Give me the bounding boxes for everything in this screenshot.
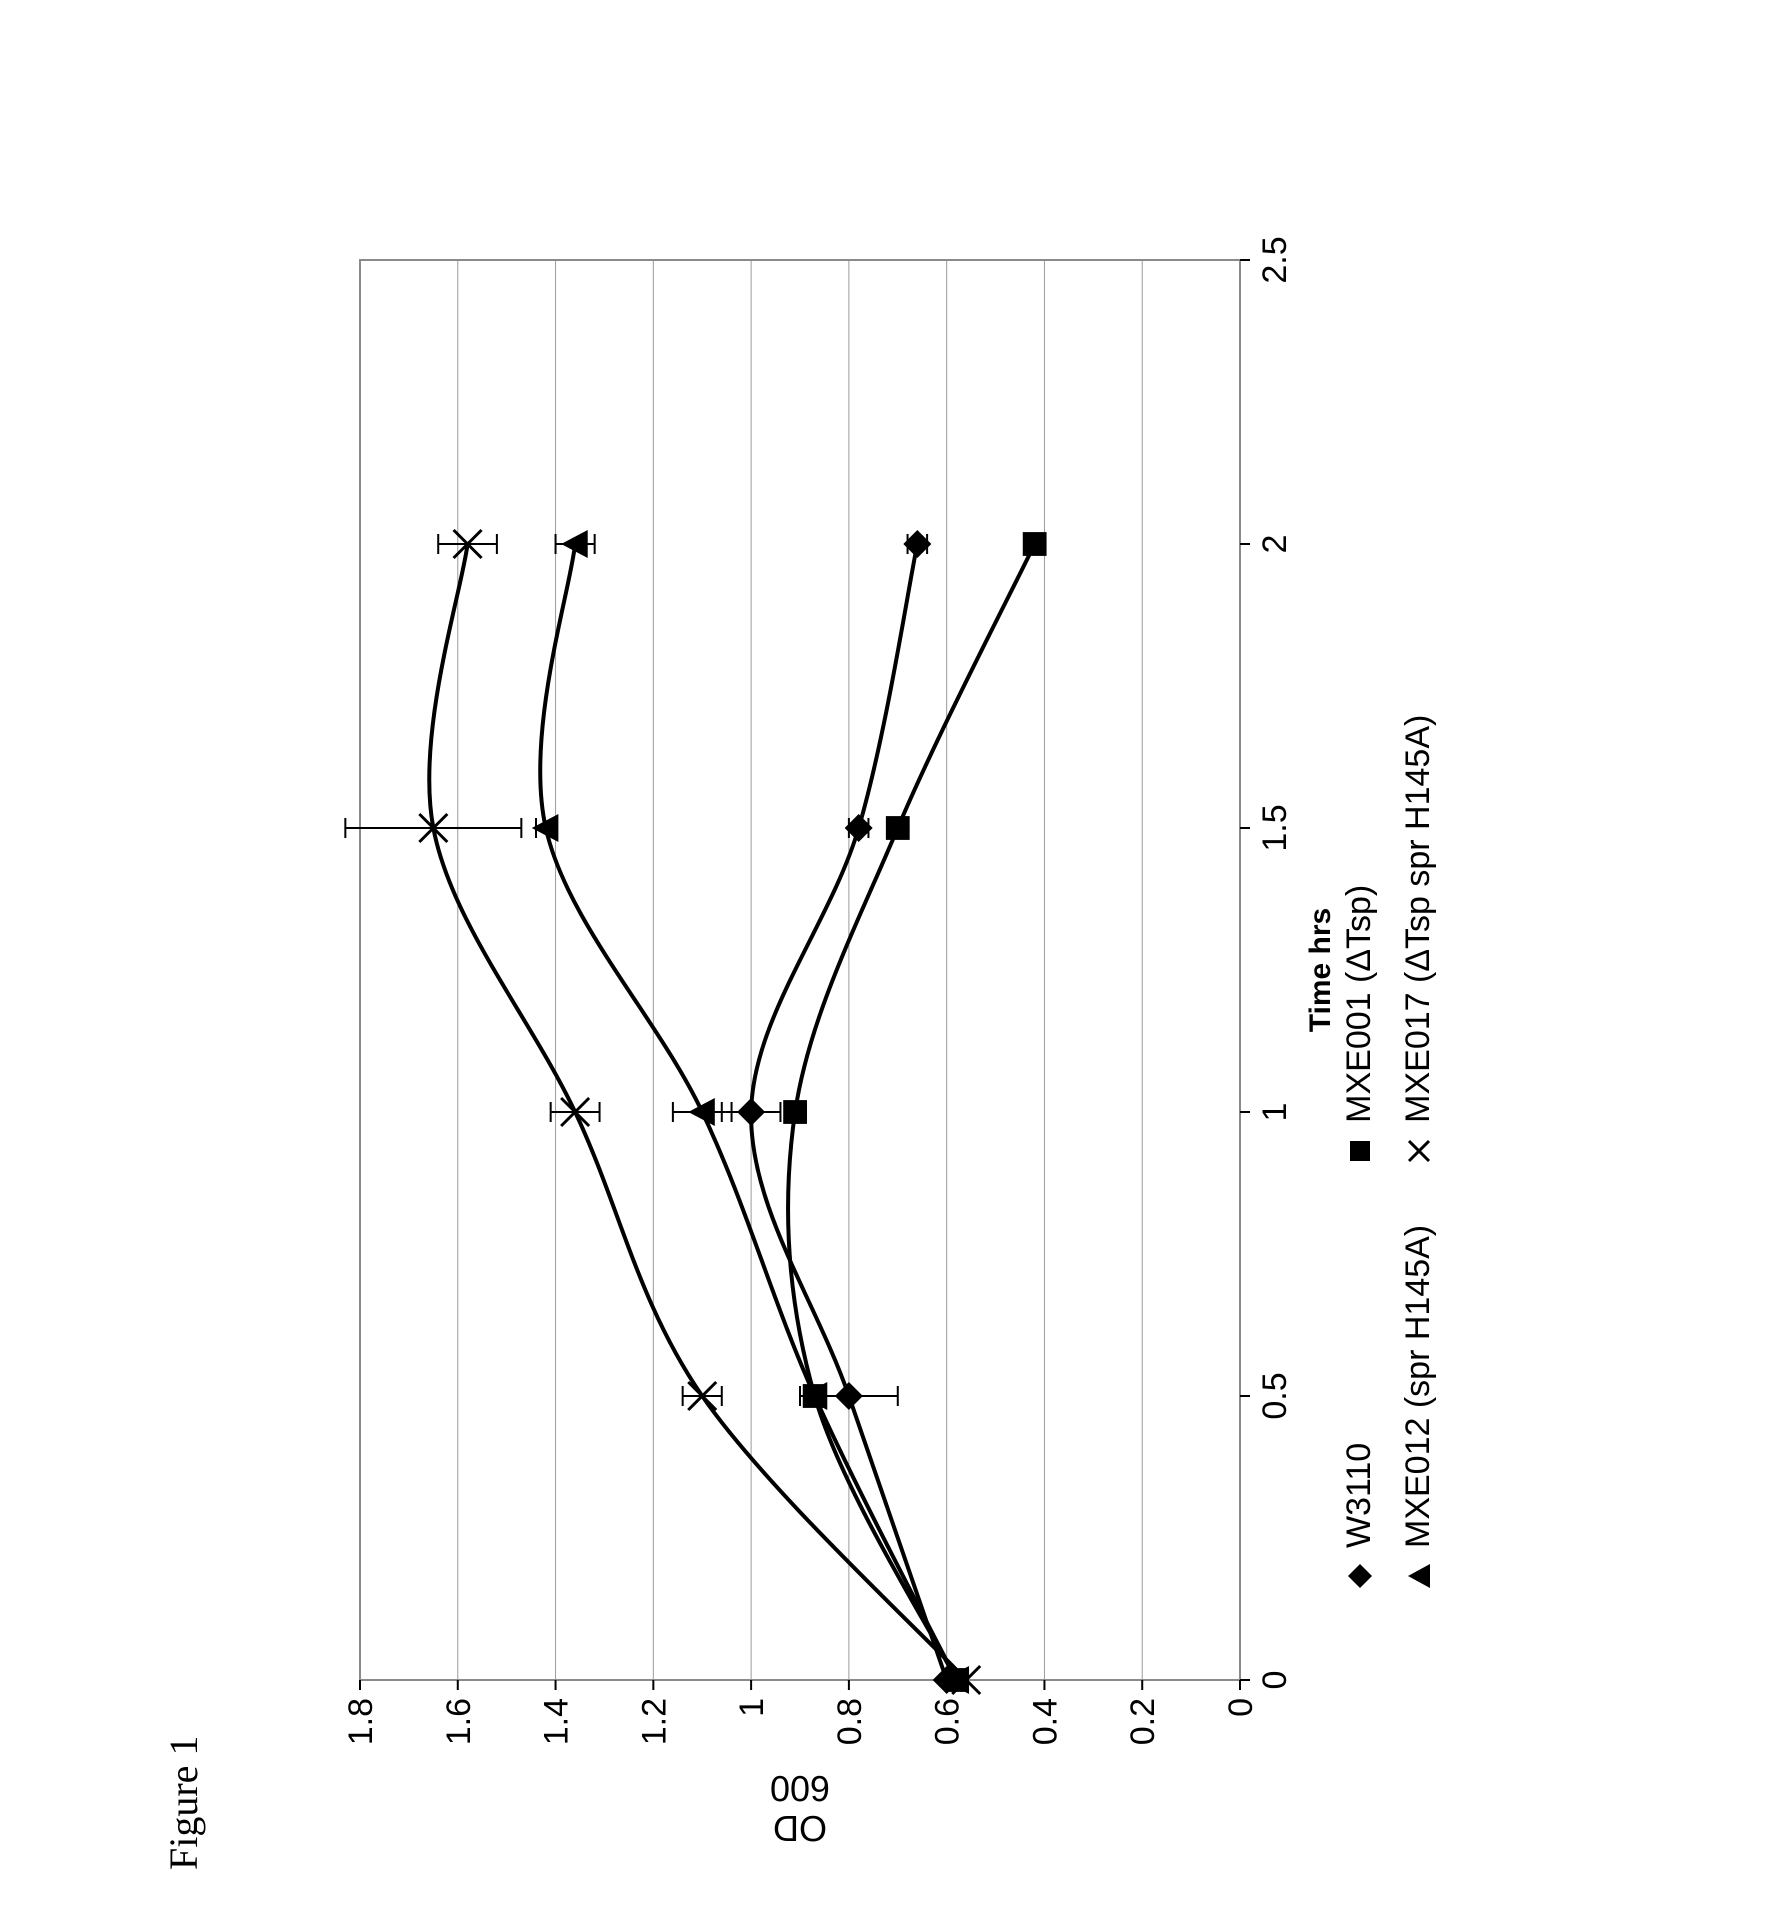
legend-col-1: W3110 MXE012 (spr H145A)	[1340, 1225, 1438, 1590]
diamond-icon	[1346, 1562, 1374, 1590]
legend-item: W3110	[1340, 1225, 1379, 1590]
svg-text:0.8: 0.8	[831, 1698, 869, 1745]
legend-item: MXE017 (ΔTsp spr H145A)	[1399, 715, 1438, 1165]
svg-text:OD600: OD600	[770, 1768, 830, 1849]
chart-legend: W3110 MXE012 (spr H145A) MXE001 (ΔTsp)	[1340, 715, 1438, 1590]
legend-label: MXE012 (spr H145A)	[1399, 1225, 1438, 1548]
svg-text:1.4: 1.4	[538, 1698, 576, 1745]
svg-text:Time hrs: Time hrs	[1304, 908, 1337, 1033]
svg-text:1: 1	[733, 1698, 771, 1717]
page: Figure 1 0 0.2 0.4 0.6 0.8 1 1.2 1.4 1.6 1.8 0 0.5 1…	[0, 0, 1772, 1930]
svg-text:2: 2	[1256, 535, 1294, 554]
svg-text:0.6: 0.6	[929, 1698, 967, 1745]
svg-text:0.5: 0.5	[1256, 1372, 1294, 1419]
svg-text:0.4: 0.4	[1026, 1698, 1064, 1745]
legend-col-2: MXE001 (ΔTsp) MXE017 (ΔTsp spr H145A)	[1340, 715, 1438, 1165]
svg-text:1.6: 1.6	[440, 1698, 478, 1745]
legend-label: W3110	[1340, 1443, 1379, 1548]
svg-text:0: 0	[1222, 1698, 1260, 1717]
legend-label: MXE001 (ΔTsp)	[1340, 885, 1379, 1123]
line-chart: 0 0.2 0.4 0.6 0.8 1 1.2 1.4 1.6 1.8 0 0.5 1 1.5 2 2.5 Ti…	[330, 70, 1410, 1930]
svg-text:0.2: 0.2	[1124, 1698, 1162, 1745]
square-icon	[1346, 1137, 1374, 1165]
legend-item: MXE012 (spr H145A)	[1399, 1225, 1438, 1590]
chart-container: 0 0.2 0.4 0.6 0.8 1 1.2 1.4 1.6 1.8 0 0.5 1 1.5 2 2.5 Ti…	[330, 70, 1410, 1930]
svg-text:1.8: 1.8	[342, 1698, 380, 1745]
svg-text:1: 1	[1256, 1103, 1294, 1122]
svg-text:0: 0	[1256, 1671, 1294, 1690]
svg-text:2.5: 2.5	[1256, 236, 1294, 283]
figure-caption: Figure 1	[160, 1736, 207, 1870]
legend-item: MXE001 (ΔTsp)	[1340, 715, 1379, 1165]
svg-text:1.5: 1.5	[1256, 804, 1294, 851]
legend-label: MXE017 (ΔTsp spr H145A)	[1399, 715, 1438, 1123]
x-icon	[1405, 1137, 1433, 1165]
svg-text:1.2: 1.2	[635, 1698, 673, 1745]
triangle-icon	[1405, 1562, 1433, 1590]
